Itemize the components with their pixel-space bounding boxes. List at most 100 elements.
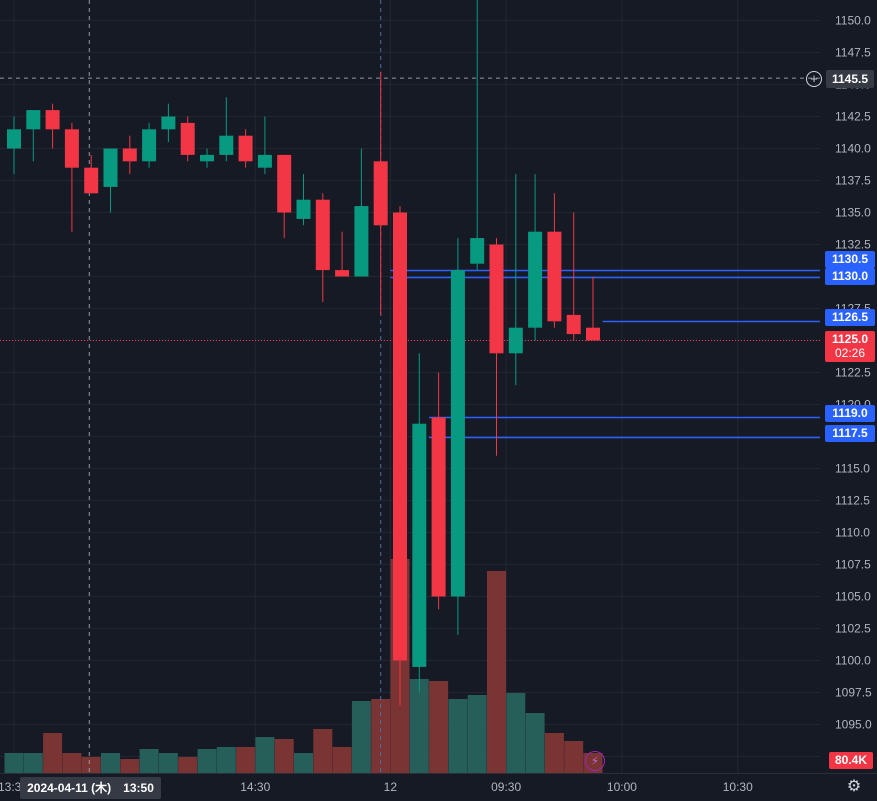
- volume-bar: [467, 695, 487, 773]
- candle-body: [354, 206, 369, 277]
- volume-bar: [197, 749, 217, 773]
- volume-bar: [4, 753, 24, 773]
- volume-bar: [448, 699, 468, 773]
- volume-bar: [332, 747, 352, 773]
- volume-bar: [43, 733, 63, 773]
- candle-body: [277, 154, 292, 213]
- volume-bar: [429, 681, 449, 773]
- line-tag-1126-5: 1126.5: [825, 309, 875, 326]
- candle-body: [431, 417, 446, 597]
- volume-bar: [544, 733, 564, 773]
- volume-bar: [120, 759, 140, 773]
- price-axis: [820, 0, 877, 773]
- volume-bar: [178, 757, 198, 773]
- countdown-label: 02:26: [834, 346, 866, 360]
- y-tick-label: 1095.0: [835, 718, 872, 732]
- line-tag-1130-5: 1130.5: [825, 251, 875, 268]
- bolt-icon[interactable]: ⚡: [585, 751, 605, 771]
- candle-body: [547, 231, 562, 322]
- x-tick-label: 09:30: [491, 780, 521, 794]
- crosshair-date-label: 2024-04-11 (木): [27, 781, 112, 795]
- volume-bar: [294, 753, 313, 773]
- x-tick-label: 12: [384, 780, 398, 794]
- candle-body: [161, 116, 176, 130]
- last-price-label: 1125.0: [831, 332, 869, 346]
- crosshair-time-label: 13:50: [123, 781, 154, 795]
- y-tick-label: 1140.0: [835, 142, 871, 156]
- x-tick-label: 10:00: [607, 780, 637, 794]
- candle-body: [200, 154, 214, 162]
- line-tag-1119-0: 1119.0: [825, 405, 875, 422]
- y-tick-label: 1110.0: [835, 526, 870, 540]
- candle-body: [180, 122, 195, 155]
- plus-icon[interactable]: +: [806, 71, 822, 87]
- candle-body: [412, 423, 427, 667]
- crosshair-date-tag: 2024-04-11 (木) 13:50: [20, 777, 161, 799]
- crosshair-price-tag: 1145.5: [826, 70, 874, 88]
- y-tick-label: 1097.5: [835, 686, 872, 700]
- y-tick-label: 1107.5: [835, 558, 871, 572]
- x-tick-label: 13:3: [0, 780, 22, 794]
- candle-body: [64, 129, 79, 168]
- last-price-tag: 1125.0 02:26: [825, 331, 875, 362]
- candle-body: [219, 135, 234, 155]
- candle-body: [566, 314, 581, 335]
- y-tick-label: 1150.0: [835, 14, 871, 28]
- candle-body: [450, 270, 465, 597]
- volume-bar: [62, 753, 82, 773]
- y-tick-label: 1105.0: [835, 590, 871, 604]
- line-tag-1117-5: 1117.5: [825, 425, 875, 442]
- y-tick-label: 1142.5: [835, 110, 871, 124]
- candle-body: [489, 244, 504, 354]
- candle-body: [142, 129, 157, 162]
- volume-bar: [409, 679, 429, 773]
- volume-bar: [255, 737, 275, 773]
- candle-body: [470, 238, 485, 264]
- volume-bar: [487, 571, 506, 773]
- volume-bar: [351, 701, 371, 773]
- candle-body: [257, 154, 272, 168]
- y-tick-label: 1122.5: [835, 366, 871, 380]
- volume-bar: [525, 713, 545, 773]
- candle-body: [586, 327, 600, 341]
- candle-body: [84, 167, 99, 194]
- candle-body: [335, 270, 350, 277]
- volume-bar: [564, 741, 584, 773]
- x-tick-label: 10:30: [723, 780, 753, 794]
- y-tick-label: 1135.0: [835, 206, 871, 220]
- volume-bar: [23, 753, 43, 773]
- y-tick-label: 1115.0: [835, 462, 870, 476]
- candle-body: [315, 199, 330, 271]
- y-tick-label: 1100.0: [835, 654, 871, 668]
- candle-body: [528, 231, 543, 328]
- candle-body: [103, 148, 118, 187]
- volume-bar: [216, 747, 236, 773]
- settings-icon[interactable]: ⚙: [846, 778, 862, 795]
- candle-body: [238, 135, 253, 162]
- y-tick-label: 1137.5: [835, 174, 871, 188]
- volume-bar: [158, 753, 178, 773]
- y-tick-label: 1132.5: [835, 238, 871, 252]
- volume-bar: [139, 749, 159, 773]
- x-tick-label: 14:30: [240, 780, 270, 794]
- candle-body: [122, 148, 137, 162]
- candle-body: [373, 161, 388, 226]
- volume-bar: [313, 729, 333, 773]
- volume-bar: [236, 747, 256, 773]
- line-tag-1130-0: 1130.0: [825, 268, 875, 285]
- candle-body: [393, 212, 407, 661]
- candle-body: [45, 110, 60, 130]
- candle-body: [26, 110, 41, 130]
- volume-bar: [81, 757, 101, 773]
- candle-body: [7, 129, 21, 149]
- y-tick-label: 1112.5: [835, 494, 870, 508]
- candle-body: [296, 199, 311, 219]
- y-tick-label: 1102.5: [835, 622, 871, 636]
- volume-bar: [101, 753, 120, 773]
- volume-bar: [274, 739, 294, 773]
- volume-tag: 80.4K: [829, 752, 873, 769]
- volume-bar: [506, 693, 526, 773]
- y-tick-label: 1147.5: [835, 46, 871, 60]
- candle-body: [508, 327, 523, 354]
